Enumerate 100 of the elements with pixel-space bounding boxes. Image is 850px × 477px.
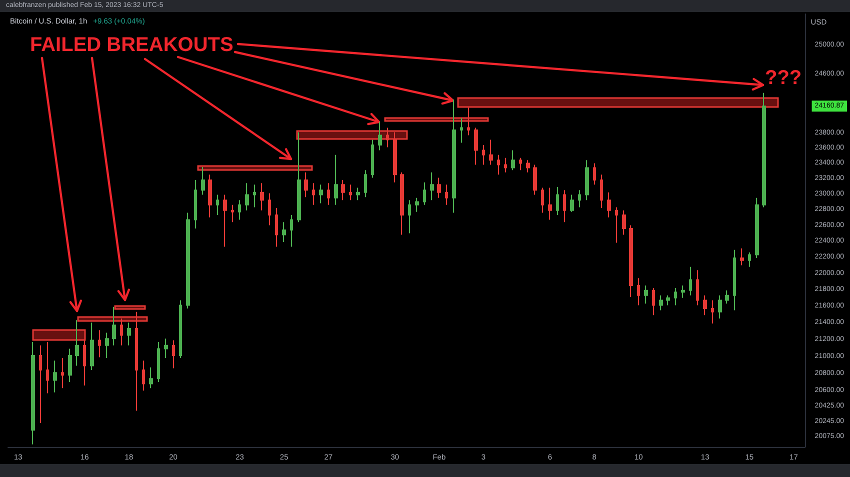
candlestick bbox=[349, 184, 352, 201]
candlestick bbox=[98, 330, 101, 358]
candlestick bbox=[393, 132, 397, 183]
candlestick bbox=[268, 192, 271, 226]
candlestick bbox=[68, 348, 72, 383]
candlestick bbox=[282, 222, 286, 242]
candlestick bbox=[341, 180, 345, 201]
candlestick bbox=[112, 306, 116, 346]
candlestick bbox=[725, 290, 729, 304]
candlestick bbox=[526, 160, 530, 173]
candlestick bbox=[689, 266, 692, 296]
candlestick bbox=[149, 366, 153, 389]
candlestick bbox=[208, 174, 212, 218]
candlestick bbox=[327, 182, 330, 206]
candlestick bbox=[135, 311, 138, 412]
candlestick bbox=[570, 194, 574, 212]
candlestick bbox=[585, 160, 589, 201]
candlestick bbox=[31, 341, 35, 445]
candlestick bbox=[748, 252, 751, 268]
candlestick bbox=[511, 150, 515, 171]
candlestick bbox=[127, 322, 131, 346]
candlestick bbox=[563, 190, 566, 223]
candlestick bbox=[637, 278, 640, 306]
candlestick bbox=[120, 318, 123, 346]
candlestick bbox=[652, 287, 655, 316]
candlestick bbox=[164, 338, 168, 359]
candlestick bbox=[733, 249, 736, 311]
candlestick bbox=[238, 200, 241, 220]
candlestick bbox=[556, 186, 559, 216]
candlestick bbox=[423, 182, 426, 206]
candlestick bbox=[408, 200, 411, 234]
candlestick bbox=[474, 127, 478, 166]
candlestick bbox=[437, 177, 441, 198]
candlestick bbox=[53, 360, 57, 393]
candlestick bbox=[179, 300, 182, 359]
candlestick bbox=[762, 92, 766, 208]
candlestick bbox=[718, 294, 722, 319]
annotation: ??? bbox=[765, 67, 802, 89]
candlestick bbox=[46, 341, 49, 394]
candlestick bbox=[681, 285, 685, 298]
candlestick bbox=[703, 294, 707, 316]
candlestick bbox=[75, 320, 79, 366]
candlestick bbox=[290, 214, 293, 248]
candlestick bbox=[629, 224, 633, 298]
candlestick bbox=[157, 341, 160, 383]
candlestick bbox=[364, 170, 367, 198]
candlestick bbox=[83, 340, 86, 386]
candlestick bbox=[312, 182, 315, 206]
candlestick bbox=[105, 332, 109, 359]
candlestick bbox=[186, 212, 190, 310]
candlestick bbox=[445, 184, 448, 206]
candlestick bbox=[194, 180, 197, 229]
candlestick bbox=[541, 187, 544, 214]
candlestick bbox=[504, 157, 507, 173]
candlestick bbox=[223, 194, 227, 248]
candlestick bbox=[600, 174, 603, 208]
candlestick bbox=[666, 294, 670, 306]
candlestick bbox=[386, 127, 389, 148]
candlestick bbox=[482, 144, 485, 166]
candlestick bbox=[356, 187, 360, 201]
candlestick bbox=[304, 172, 308, 198]
candlestick bbox=[216, 194, 219, 216]
candlestick bbox=[615, 206, 618, 244]
candlestick bbox=[253, 184, 256, 208]
candlestick bbox=[90, 322, 94, 370]
candlestick bbox=[142, 360, 145, 392]
candlestick bbox=[711, 300, 714, 324]
candlestick bbox=[415, 197, 419, 212]
candlestick bbox=[231, 204, 234, 223]
candlestick bbox=[319, 184, 323, 204]
candlestick bbox=[371, 139, 374, 178]
candlestick bbox=[460, 118, 463, 144]
annotation: FAILED BREAKOUTS bbox=[30, 34, 234, 56]
candlestick bbox=[260, 182, 264, 211]
candlestick bbox=[674, 287, 677, 306]
candlestick bbox=[497, 154, 500, 176]
candlestick bbox=[489, 139, 493, 166]
candlestick bbox=[430, 172, 434, 201]
candlestick bbox=[275, 207, 278, 248]
candlestick bbox=[378, 121, 382, 151]
candlestick bbox=[172, 340, 175, 369]
candlestick bbox=[400, 172, 404, 236]
candlestick bbox=[644, 285, 648, 304]
candlestick bbox=[696, 270, 699, 306]
candlestick bbox=[39, 344, 42, 424]
candlestick bbox=[755, 197, 759, 258]
candlestick bbox=[467, 107, 470, 136]
candlestick bbox=[740, 248, 744, 266]
candlestick bbox=[578, 190, 581, 208]
candlestick bbox=[452, 99, 456, 214]
candlestick bbox=[622, 210, 626, 236]
candlestick bbox=[201, 166, 205, 196]
candlestick bbox=[607, 192, 611, 218]
candlestick bbox=[548, 187, 552, 220]
candlestick bbox=[533, 164, 537, 196]
candlestick bbox=[297, 132, 301, 223]
candlestick bbox=[659, 294, 663, 311]
candlestick bbox=[61, 358, 64, 389]
candlestick bbox=[245, 182, 249, 211]
candlestick bbox=[334, 154, 338, 206]
